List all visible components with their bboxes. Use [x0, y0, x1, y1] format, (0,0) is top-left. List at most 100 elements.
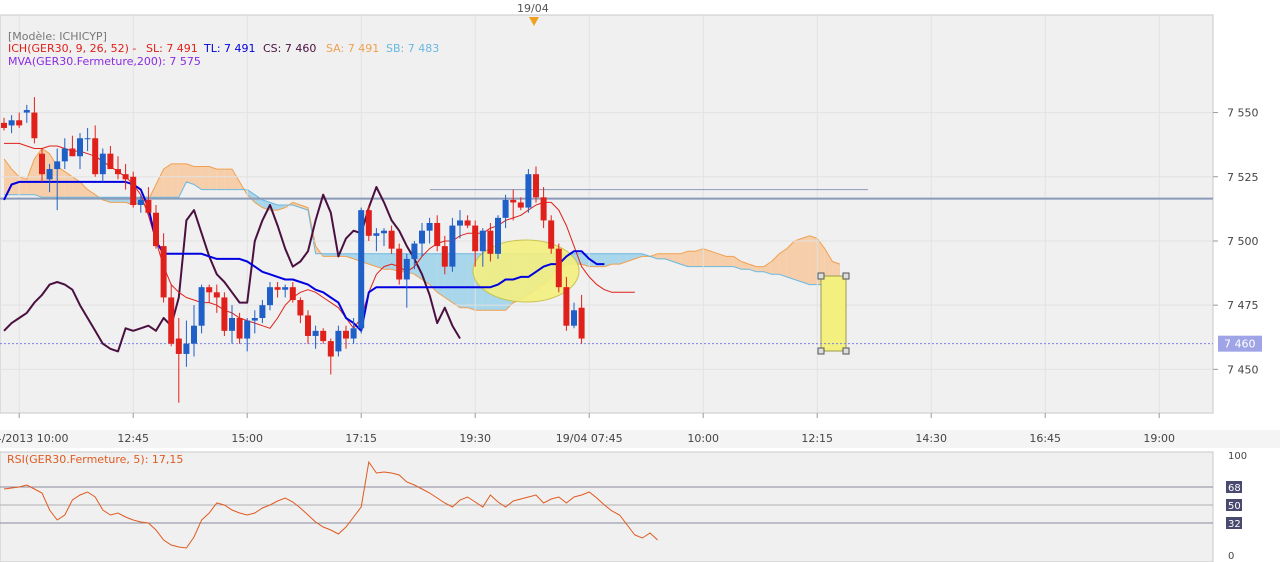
rsi-tick-label: 0	[1228, 551, 1234, 562]
candle-down	[130, 176, 137, 206]
candle-up	[8, 120, 15, 126]
kumo-segment	[650, 253, 658, 259]
candle-up	[373, 233, 380, 236]
candle-down	[92, 138, 99, 175]
date-marker-triangle-icon	[529, 17, 539, 26]
x-tick-label: 19:30	[459, 432, 491, 445]
candle-down	[540, 197, 547, 221]
kumo-segment	[680, 251, 688, 267]
x-tick-label: 18/04/2013 10:00	[0, 432, 69, 445]
candle-up	[312, 330, 319, 336]
candle-down	[115, 169, 121, 175]
candle-down	[297, 300, 304, 316]
rsi-tick-label: 100	[1228, 451, 1247, 462]
candle-up	[23, 110, 30, 113]
main-legend: [Modèle: ICHICYP] ICH(GER30, 9, 26, 52) …	[8, 30, 439, 68]
y-tick-label: 7 550	[1227, 107, 1259, 120]
candle-up	[183, 343, 190, 354]
resize-handle[interactable]	[842, 347, 850, 355]
candle-up	[381, 230, 387, 234]
candle-up	[449, 225, 456, 267]
candle-up	[502, 199, 509, 218]
candle-up	[244, 320, 251, 339]
kumo-segment	[718, 253, 726, 267]
candle-down	[213, 292, 220, 298]
current-price-label: 7 460	[1224, 338, 1256, 351]
kumo-segment	[186, 163, 194, 185]
candle-down	[533, 174, 539, 198]
kumo-segment	[323, 253, 331, 257]
legend-sa: SA: 7 491	[326, 42, 379, 55]
current-price-tag	[1218, 335, 1262, 352]
kumo-segment	[232, 169, 240, 190]
kumo-segment	[346, 253, 354, 259]
kumo-segment	[163, 163, 172, 198]
candle-down	[487, 230, 494, 254]
highlight-box	[820, 275, 847, 352]
kumo-segment	[657, 253, 666, 259]
kumo-segment	[368, 253, 377, 267]
kumo-segment	[802, 235, 810, 285]
kumo-segment	[156, 169, 164, 198]
candle-up	[251, 317, 258, 321]
kumo-segment	[277, 205, 286, 211]
x-tick-label: 12:45	[117, 432, 149, 445]
candle-down	[221, 297, 228, 331]
kumo-segment	[19, 176, 27, 195]
kumo-segment	[771, 253, 780, 275]
kumo-segment	[786, 240, 795, 280]
candle-up	[571, 310, 577, 326]
candle-up	[137, 199, 144, 206]
kumo-segment	[216, 169, 225, 190]
kijun-sen-line	[3, 180, 605, 332]
rsi-tick-label: 32	[1228, 519, 1241, 530]
resize-handle[interactable]	[817, 347, 825, 355]
candle-up	[419, 230, 425, 244]
kumo-segment	[634, 253, 643, 259]
candle-up	[525, 174, 532, 208]
candle-down	[441, 246, 448, 267]
candle-down	[578, 307, 585, 339]
x-tick-label: 16:45	[1029, 432, 1061, 445]
kumo-segment	[224, 169, 232, 190]
rsi-tick-label: 68	[1228, 483, 1241, 494]
candle-up	[267, 287, 273, 306]
candle-down	[122, 174, 129, 180]
candle-down	[305, 315, 311, 336]
candle-up	[259, 305, 266, 318]
kumo-segment	[764, 261, 772, 275]
candle-down	[563, 287, 570, 326]
candle-down	[153, 212, 159, 247]
legend-ichimoku: ICH(GER30, 9, 26, 52) -	[8, 42, 136, 55]
rsi-line	[3, 460, 658, 549]
highlight-ellipse	[472, 239, 580, 303]
x-tick-label: 19:00	[1143, 432, 1175, 445]
candle-up	[84, 138, 91, 140]
kumo-segment	[171, 163, 179, 198]
candle-down	[388, 230, 395, 249]
candle-down	[434, 222, 441, 247]
kumo-segment	[809, 235, 818, 285]
kumo-segment	[178, 163, 187, 198]
resize-handle[interactable]	[842, 272, 850, 280]
candle-down	[31, 112, 38, 139]
y-tick-label: 7 450	[1227, 363, 1259, 376]
legend-sb: SB: 7 483	[386, 42, 439, 55]
time-axis-band	[0, 430, 1280, 448]
candle-up	[191, 325, 197, 344]
kumo-segment	[460, 253, 468, 308]
candle-up	[358, 210, 365, 329]
candle-up	[282, 287, 289, 290]
candle-up	[77, 138, 83, 157]
rsi-tick-box	[1226, 499, 1242, 511]
resize-handle[interactable]	[817, 272, 825, 280]
legend-model: [Modèle: ICHICYP]	[8, 30, 107, 43]
candle-down	[472, 225, 479, 252]
kumo-segment	[64, 171, 73, 198]
kumo-segment	[467, 253, 476, 311]
candle-down	[175, 338, 182, 354]
x-tick-label: 14:30	[915, 432, 947, 445]
legend-cs: CS: 7 460	[263, 42, 316, 55]
kumo-segment	[672, 253, 681, 265]
candle-down	[365, 210, 372, 236]
